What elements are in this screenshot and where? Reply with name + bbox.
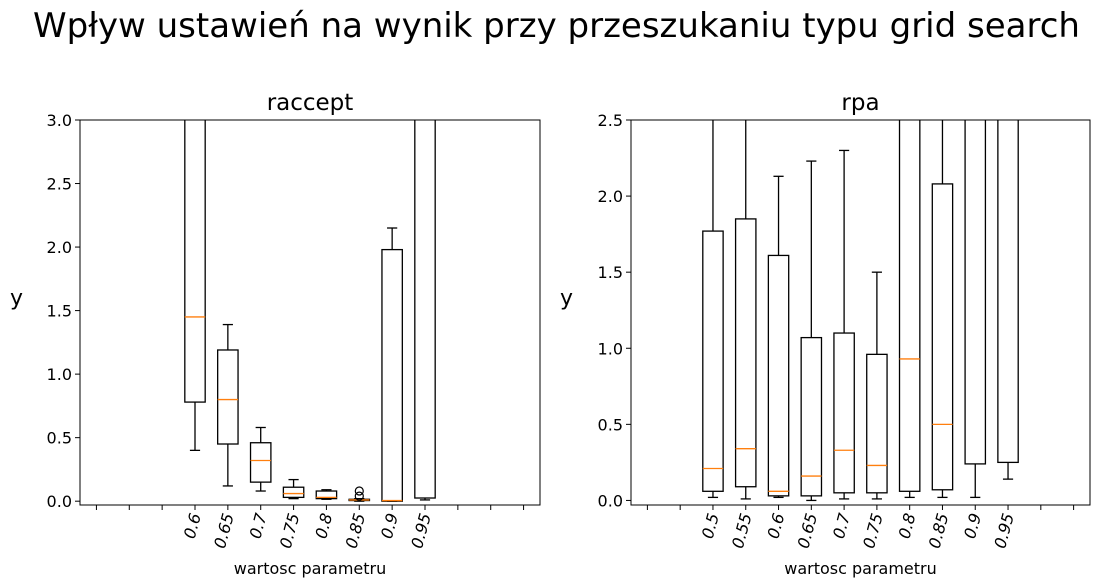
raccept-iqr-box: [414, 120, 436, 499]
raccept-ytick-label: 0.5: [47, 429, 72, 448]
raccept-ytick-label: 1.5: [47, 302, 72, 321]
raccept-xtick-label: 0.6: [180, 511, 205, 541]
raccept-axes-frame: [79, 119, 541, 506]
rpa-title: rpa: [841, 90, 880, 116]
raccept-box-0.75: [282, 478, 305, 500]
raccept-ytick-label: 3.0: [47, 111, 72, 130]
raccept-box-0.9: [381, 227, 403, 502]
raccept-iqr-box: [381, 248, 403, 502]
raccept-flier-point: [354, 486, 364, 496]
raccept-ylabel: y: [10, 286, 24, 311]
raccept-box-0.6: [184, 120, 206, 452]
raccept-ytick-label: 2.0: [47, 238, 72, 257]
raccept-title: raccept: [266, 90, 354, 116]
raccept-xtick-label: 0.95: [407, 511, 435, 550]
raccept-xtick-label: 0.85: [342, 511, 370, 550]
raccept-xtick-label: 0.8: [311, 511, 336, 541]
raccept-iqr-box: [315, 490, 338, 500]
raccept-iqr-box: [282, 486, 305, 499]
raccept-xtick-label: 0.75: [276, 511, 304, 550]
raccept-ytick-label: 1.0: [47, 365, 72, 384]
figure-suptitle: Wpływ ustawień na wynik przy przeszukani…: [33, 6, 1080, 46]
raccept-iqr-box: [217, 349, 239, 445]
raccept-iqr-box: [184, 120, 206, 403]
raccept-box-0.65: [217, 323, 239, 487]
raccept-xlabel: wartosc parametru: [233, 559, 387, 578]
raccept-iqr-box: [249, 442, 272, 483]
raccept-box-0.8: [315, 489, 338, 500]
raccept-xtick-label: 0.9: [377, 511, 402, 541]
raccept-ytick-label: 0.0: [47, 492, 72, 511]
raccept-box-0.7: [249, 426, 272, 492]
raccept-ytick-label: 2.5: [47, 175, 72, 194]
rpa-ylabel: y: [560, 286, 574, 311]
rpa-xlabel: wartosc parametru: [784, 559, 937, 578]
raccept-flier-point: [354, 491, 364, 501]
raccept-box-0.85: [348, 486, 371, 502]
raccept-xtick-label: 0.7: [246, 510, 271, 540]
raccept-xtick-label: 0.65: [210, 511, 238, 550]
raccept-box-0.95: [414, 120, 436, 501]
